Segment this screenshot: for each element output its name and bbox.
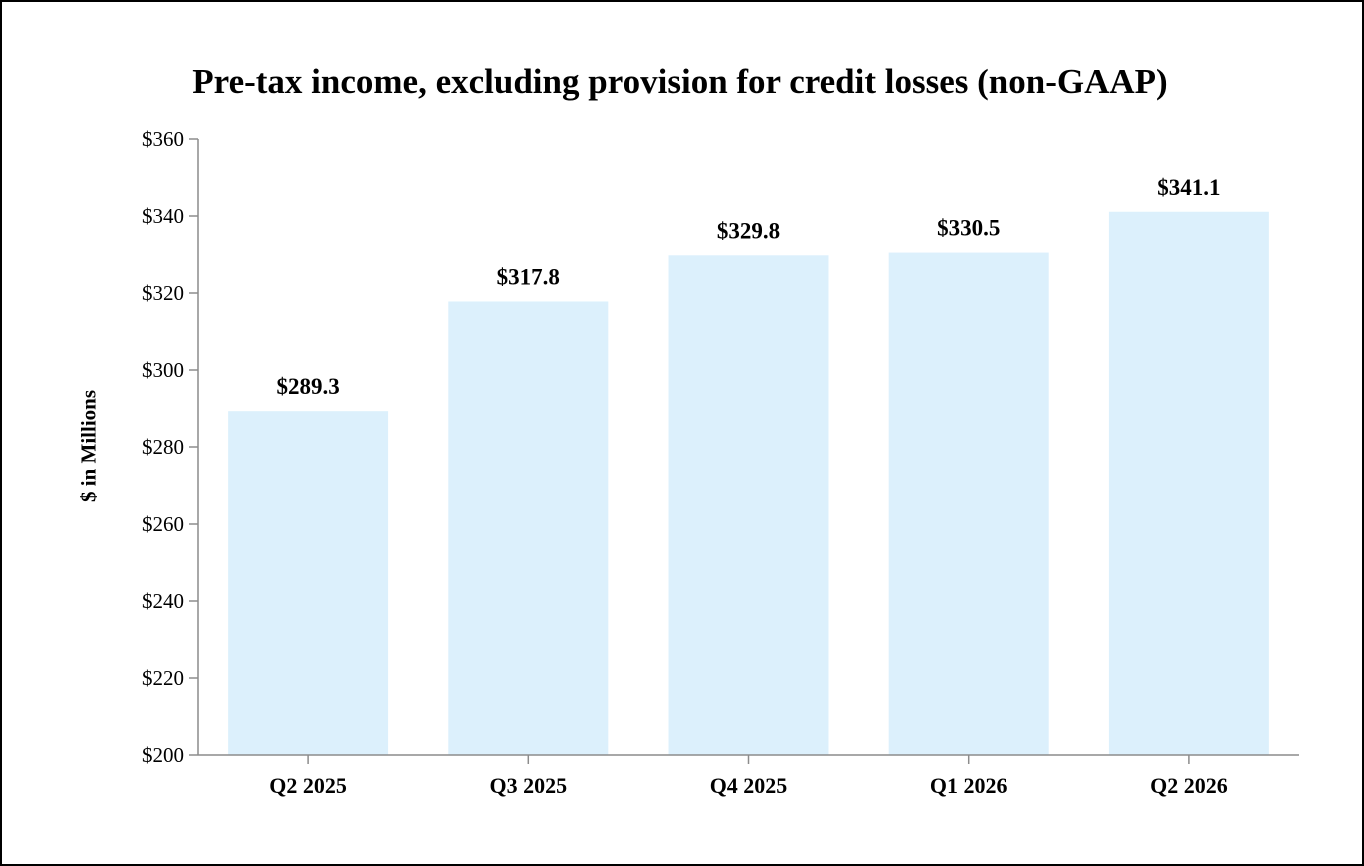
x-tick-label: Q3 2025 xyxy=(489,773,567,798)
y-axis-ticks: $200 $220 $240 $260 $280 $300 $320 $340 $360 xyxy=(142,127,198,767)
y-tick-label: $240 xyxy=(142,589,184,613)
bars xyxy=(228,211,1269,755)
bar xyxy=(888,252,1049,755)
x-axis-ticks: Q2 2025 Q3 2025 Q4 2025 Q1 2026 Q2 2026 xyxy=(269,755,1228,798)
y-tick-label: $280 xyxy=(142,435,184,459)
value-labels: $289.3 $317.8 $329.8 $330.5 $341.1 xyxy=(276,175,1220,399)
y-tick-label: $260 xyxy=(142,512,184,536)
y-tick-label: $320 xyxy=(142,281,184,305)
x-tick-label: Q4 2025 xyxy=(710,773,788,798)
bar xyxy=(668,255,829,755)
bar xyxy=(228,411,389,755)
bar-value-label: $317.8 xyxy=(497,264,560,289)
bar-value-label: $330.5 xyxy=(937,216,1000,241)
bar-value-label: $341.1 xyxy=(1157,175,1220,200)
bar-value-label: $329.8 xyxy=(717,218,780,243)
x-tick-label: Q1 2026 xyxy=(930,773,1008,798)
bar xyxy=(1108,211,1269,755)
y-tick-label: $300 xyxy=(142,358,184,382)
y-tick-label: $340 xyxy=(142,204,184,228)
y-tick-label: $360 xyxy=(142,127,184,151)
y-tick-label: $220 xyxy=(142,666,184,690)
bar-value-label: $289.3 xyxy=(276,374,339,399)
x-tick-label: Q2 2026 xyxy=(1150,773,1228,798)
chart-title: Pre-tax income, excluding provision for … xyxy=(192,62,1168,101)
x-tick-label: Q2 2025 xyxy=(269,773,347,798)
bar xyxy=(448,301,609,755)
y-tick-label: $200 xyxy=(142,743,184,767)
